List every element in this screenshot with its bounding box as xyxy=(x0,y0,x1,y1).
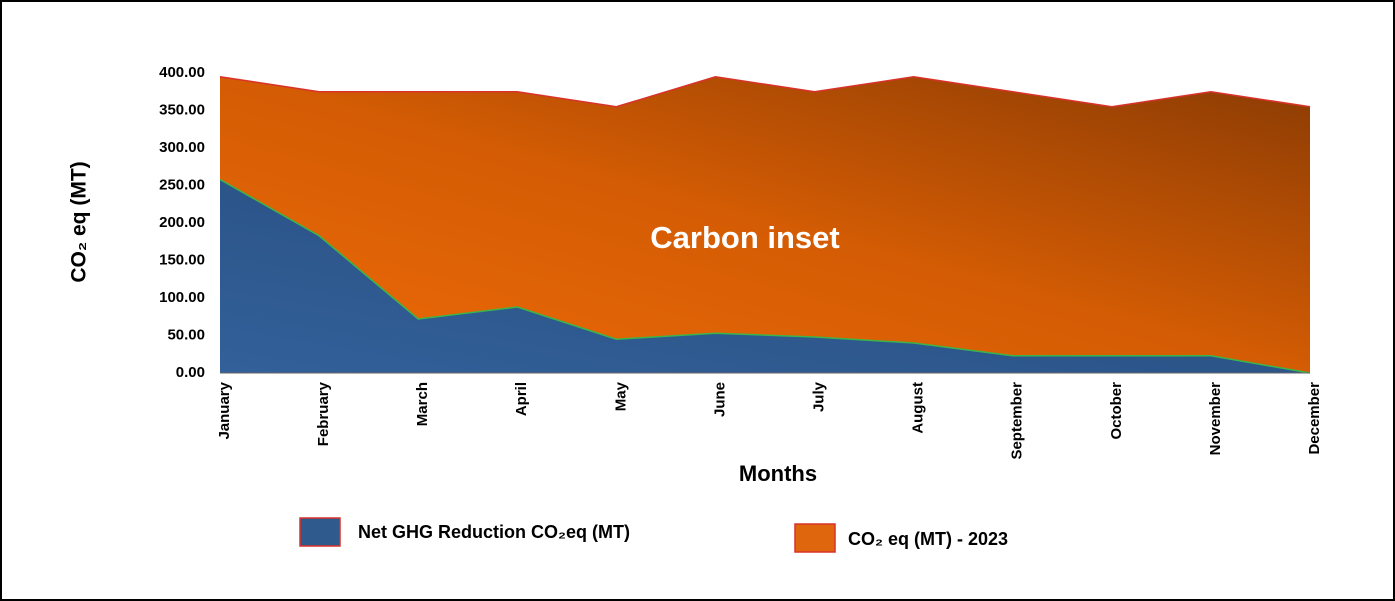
y-tick-label: 250.00 xyxy=(159,176,205,193)
y-tick-label: 50.00 xyxy=(167,326,205,343)
x-tick-label: November xyxy=(1207,382,1224,456)
y-tick-label: 300.00 xyxy=(159,139,205,156)
y-axis-title: CO₂ eq (MT) xyxy=(68,161,91,282)
x-tick-label: March xyxy=(414,382,431,426)
y-tick-label: 150.00 xyxy=(159,251,205,268)
y-tick-label: 200.00 xyxy=(159,214,205,231)
x-tick-label: October xyxy=(1108,382,1125,440)
x-tick-label: December xyxy=(1306,382,1323,455)
x-tick-label: January xyxy=(216,381,233,439)
y-tick-label: 0.00 xyxy=(176,364,205,381)
y-tick-label: 350.00 xyxy=(159,101,205,118)
x-tick-label: August xyxy=(910,382,927,434)
area xyxy=(220,179,1310,373)
x-tick-label: April xyxy=(513,382,530,416)
x-tick-label: July xyxy=(811,381,828,412)
legend-swatch xyxy=(299,517,341,547)
area-line xyxy=(219,75,1311,108)
annotation: Carbon inset xyxy=(650,220,839,255)
x-tick-label: September xyxy=(1009,382,1026,460)
x-axis-title: Months xyxy=(739,461,817,486)
legend-label: CO₂ eq (MT) - 2023 xyxy=(848,529,1008,549)
y-tick-label: 400.00 xyxy=(159,64,205,81)
legend-swatch xyxy=(794,523,836,553)
x-tick-label: June xyxy=(711,382,728,417)
y-tick-label: 100.00 xyxy=(159,289,205,306)
area-line xyxy=(219,178,1311,374)
area xyxy=(220,76,1310,373)
legend-label: Net GHG Reduction CO₂eq (MT) xyxy=(358,522,630,542)
x-tick-label: May xyxy=(612,381,629,411)
x-tick-label: February xyxy=(315,381,332,446)
